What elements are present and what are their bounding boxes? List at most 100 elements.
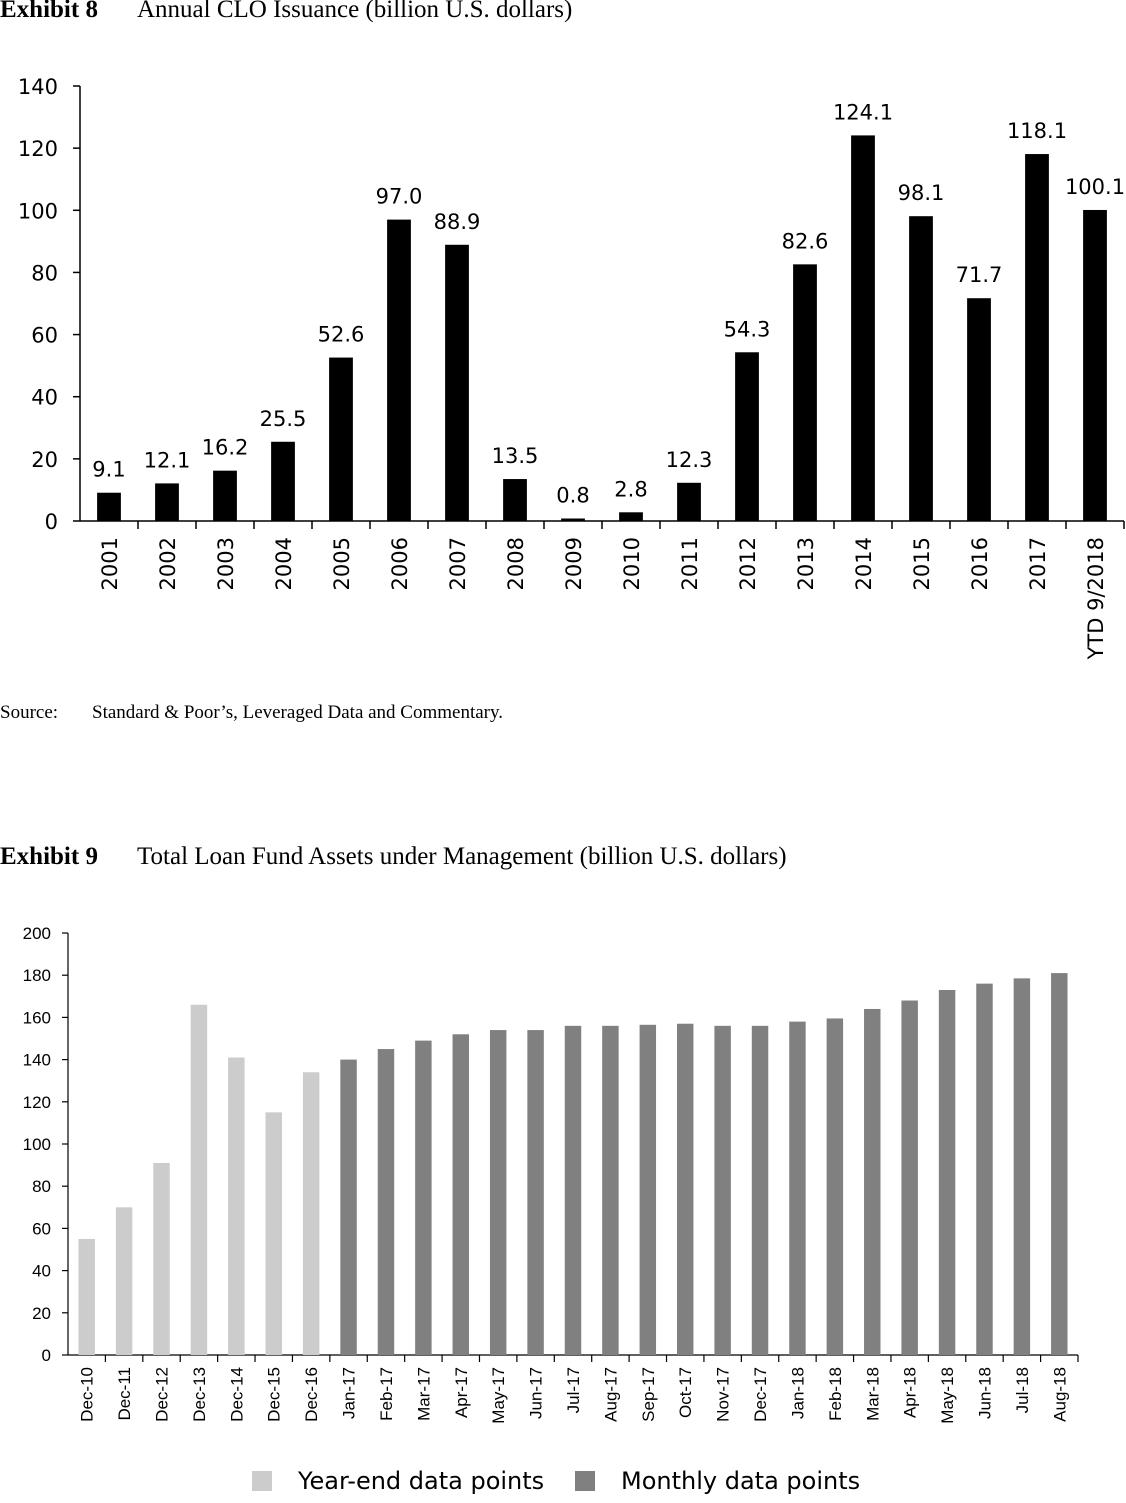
x-tick-label: Dec-15 (265, 1367, 284, 1422)
x-tick-label: 2011 (678, 537, 702, 590)
bar-dec-15 (265, 1112, 282, 1355)
y-tick-label: 0 (42, 1346, 51, 1365)
bar-2011 (677, 482, 701, 521)
bar-2009 (561, 518, 585, 521)
bar-dec-13 (190, 1004, 208, 1355)
bar-jul-17 (564, 1025, 582, 1355)
x-tick-label: Apr-17 (452, 1367, 471, 1418)
bar-dec-14 (228, 1057, 245, 1355)
y-tick-label: 20 (31, 448, 58, 472)
x-tick-label: 2009 (562, 537, 586, 590)
x-tick-label: Aug-17 (601, 1367, 620, 1422)
exhibit-8-title: Exhibit 8 Annual CLO Issuance (billion U.… (0, 0, 572, 24)
x-tick-label: YTD 9/2018 (1084, 537, 1108, 660)
x-tick-label: Dec-13 (190, 1367, 209, 1422)
x-tick-label: Dec-10 (78, 1367, 97, 1422)
exhibit-8-title-text: Annual CLO Issuance (billion U.S. dollar… (137, 0, 573, 23)
bar-2005 (329, 357, 353, 521)
bar-2004 (271, 441, 295, 521)
x-tick-label: Dec-16 (302, 1367, 321, 1422)
bar-2013 (793, 264, 817, 521)
data-label: 0.8 (556, 484, 589, 508)
x-tick-label: Mar-18 (863, 1367, 882, 1421)
data-label: 13.5 (492, 444, 539, 468)
x-tick-label: 2007 (446, 537, 470, 590)
loan-fund-aum-chart: 0 20 40 60 80 100 120 140 160 180 200 Dec-10 Dec-11 D… (23, 924, 1079, 1424)
bar-jan-18 (789, 1021, 806, 1355)
clo-issuance-chart: 0 20 40 60 80 100 120 140 9.1 2001 12.1 2002 16.2 200… (18, 75, 1125, 660)
y-tick-label: 0 (45, 510, 58, 534)
y-tick-label: 60 (31, 324, 58, 348)
bar-dec-10 (78, 1238, 95, 1355)
x-tick-label: Mar-17 (414, 1367, 433, 1421)
x-tick-label: 2002 (156, 537, 180, 590)
bar-aug-18 (1051, 973, 1068, 1355)
y-tick-label: 40 (31, 386, 58, 410)
x-tick-label: 2003 (214, 537, 238, 590)
x-tick-label: May-17 (489, 1367, 508, 1424)
x-tick-label: Dec-14 (227, 1367, 246, 1422)
x-tick-label: 2013 (794, 537, 818, 590)
bar-dec-12 (153, 1162, 170, 1355)
x-tick-label: 2008 (504, 537, 528, 590)
data-label: 97.0 (376, 185, 423, 209)
bar-dec-11 (115, 1207, 133, 1355)
source-label: Source: (0, 702, 59, 723)
x-tick-label: Jun-17 (527, 1367, 546, 1419)
x-tick-label: Dec-11 (115, 1367, 134, 1421)
y-tick-label: 120 (23, 1093, 51, 1112)
data-label: 71.7 (956, 263, 1003, 287)
source-note: Source: Standard & Poor’s, Leveraged Data… (0, 702, 503, 724)
data-label: 12.1 (144, 448, 191, 472)
bar-jan-17 (340, 1059, 357, 1355)
y-tick-label: 100 (23, 1135, 51, 1154)
x-tick-label: Sep-17 (639, 1367, 658, 1422)
bar-jun-17 (527, 1030, 544, 1355)
legend-item-year-end: Year-end data points (252, 1467, 544, 1495)
x-tick-label: May-18 (938, 1367, 957, 1424)
bar-2002 (155, 483, 179, 521)
bar-mar-17 (415, 1040, 432, 1355)
exhibit-9-title: Exhibit 9 Total Loan Fund Assets under Ma… (0, 843, 787, 871)
x-tick-label: Dec-17 (751, 1367, 770, 1422)
data-label: 54.3 (724, 317, 771, 341)
data-label: 25.5 (260, 407, 307, 431)
bar-apr-17 (452, 1034, 470, 1355)
y-tick-label: 160 (23, 1008, 51, 1027)
bar-ytd-9-2018 (1083, 209, 1107, 521)
x-tick-label: 2014 (852, 537, 876, 590)
bar-feb-17 (377, 1049, 395, 1355)
bar-2014 (851, 135, 875, 521)
legend-label-monthly: Monthly data points (621, 1467, 861, 1495)
data-label: 9.1 (92, 458, 125, 482)
data-label: 100.1 (1065, 175, 1125, 199)
x-tick-label: 2005 (330, 537, 354, 590)
bar-2008 (503, 479, 527, 521)
x-tick-label: 2004 (272, 537, 296, 590)
y-tick-label: 100 (18, 199, 58, 223)
x-tick-label: 2015 (910, 537, 934, 590)
bar-2006 (387, 219, 411, 521)
exhibit-9-title-text: Total Loan Fund Assets under Management … (137, 843, 787, 870)
bar-dec-17 (751, 1025, 769, 1355)
y-tick-label: 60 (32, 1219, 51, 1238)
bar-may-17 (489, 1030, 507, 1355)
bar-oct-17 (676, 1023, 694, 1355)
y-tick-label: 180 (23, 966, 51, 985)
x-tick-label: 2010 (620, 537, 644, 590)
x-tick-label: Apr-18 (901, 1367, 920, 1418)
bar-apr-18 (901, 1000, 918, 1355)
data-label: 16.2 (202, 436, 249, 460)
x-tick-label: Feb-18 (826, 1367, 845, 1421)
bar-sep-17 (639, 1024, 657, 1355)
bar-jul-18 (1013, 978, 1031, 1355)
exhibit-8-label: Exhibit 8 (0, 0, 98, 23)
bar-2017 (1025, 154, 1049, 521)
bar-2010 (619, 512, 643, 521)
bar-2001 (97, 492, 121, 521)
bar-nov-17 (714, 1025, 731, 1355)
x-tick-label: Jul-18 (1013, 1367, 1032, 1413)
x-tick-label: Feb-17 (377, 1367, 396, 1421)
bar-jun-18 (976, 983, 993, 1355)
bar-feb-18 (826, 1018, 844, 1355)
